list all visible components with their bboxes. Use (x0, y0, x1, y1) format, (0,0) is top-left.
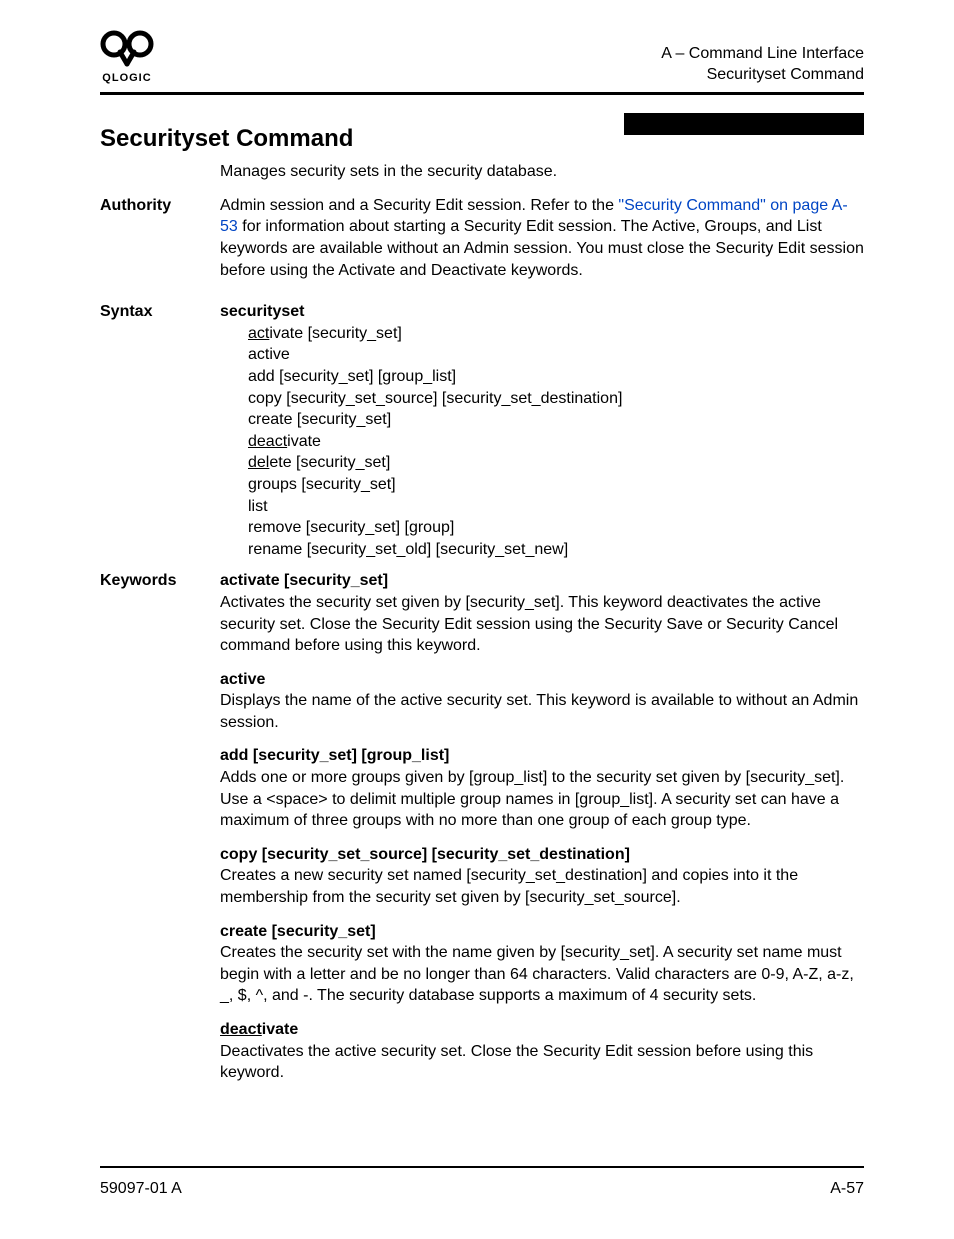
keyword-body: Creates a new security set named [securi… (220, 865, 864, 908)
page-footer: 59097-01 A A-57 (100, 1166, 864, 1200)
syntax-line: groups [security_set] (248, 474, 864, 496)
syntax-line: delete [security_set] (248, 452, 864, 474)
qlogic-logo-icon (100, 30, 154, 70)
keyword-body: Deactivates the active security set. Clo… (220, 1041, 864, 1084)
keyword-title: add [security_set] [group_list] (220, 745, 864, 767)
syntax-content: securityset activate [security_set]activ… (220, 301, 864, 560)
syntax-line: rename [security_set_old] [security_set_… (248, 539, 864, 561)
syntax-line: create [security_set] (248, 409, 864, 431)
keyword-title: create [security_set] (220, 921, 864, 943)
keyword-body: Activates the security set given by [sec… (220, 592, 864, 657)
syntax-line: deactivate (248, 431, 864, 453)
syntax-line: activate [security_set] (248, 323, 864, 345)
syntax-line: remove [security_set] [group] (248, 517, 864, 539)
keywords-section: Keywords activate [security_set]Activate… (100, 570, 864, 1095)
keyword-body: Creates the security set with the name g… (220, 942, 864, 1007)
authority-label: Authority (100, 195, 220, 291)
syntax-line: add [security_set] [group_list] (248, 366, 864, 388)
authority-text-after: for information about starting a Securit… (220, 218, 864, 278)
keyword-block: create [security_set]Creates the securit… (220, 921, 864, 1007)
authority-content: Admin session and a Security Edit sessio… (220, 195, 864, 291)
footer-left: 59097-01 A (100, 1178, 182, 1200)
syntax-section: Syntax securityset activate [security_se… (100, 301, 864, 560)
keyword-block: copy [security_set_source] [security_set… (220, 844, 864, 909)
syntax-label: Syntax (100, 301, 220, 560)
page-header: QLOGIC A – Command Line Interface Securi… (100, 30, 864, 95)
keyword-block: deactivateDeactivates the active securit… (220, 1019, 864, 1084)
keywords-content: activate [security_set]Activates the sec… (220, 570, 864, 1095)
keyword-title: activate [security_set] (220, 570, 864, 592)
authority-text-before: Admin session and a Security Edit sessio… (220, 197, 618, 214)
syntax-line: active (248, 344, 864, 366)
logo: QLOGIC (100, 30, 154, 86)
authority-section: Authority Admin session and a Security E… (100, 195, 864, 291)
syntax-command: securityset (220, 301, 864, 323)
footer-right: A-57 (830, 1178, 864, 1200)
tab-marker (624, 113, 864, 135)
header-text: A – Command Line Interface Securityset C… (661, 43, 864, 86)
keyword-block: activate [security_set]Activates the sec… (220, 570, 864, 656)
keywords-label: Keywords (100, 570, 220, 1095)
logo-text: QLOGIC (102, 71, 151, 86)
header-line1: A – Command Line Interface (661, 43, 864, 65)
syntax-lines: activate [security_set]activeadd [securi… (248, 323, 864, 561)
syntax-line: copy [security_set_source] [security_set… (248, 388, 864, 410)
syntax-line: list (248, 496, 864, 518)
keyword-body: Adds one or more groups given by [group_… (220, 767, 864, 832)
keyword-body: Displays the name of the active security… (220, 690, 864, 733)
keyword-block: activeDisplays the name of the active se… (220, 669, 864, 734)
keyword-title: copy [security_set_source] [security_set… (220, 844, 864, 866)
intro-text: Manages security sets in the security da… (220, 161, 864, 183)
keyword-title: active (220, 669, 864, 691)
header-line2: Securityset Command (661, 64, 864, 86)
keyword-block: add [security_set] [group_list]Adds one … (220, 745, 864, 831)
keyword-title: deactivate (220, 1019, 864, 1041)
